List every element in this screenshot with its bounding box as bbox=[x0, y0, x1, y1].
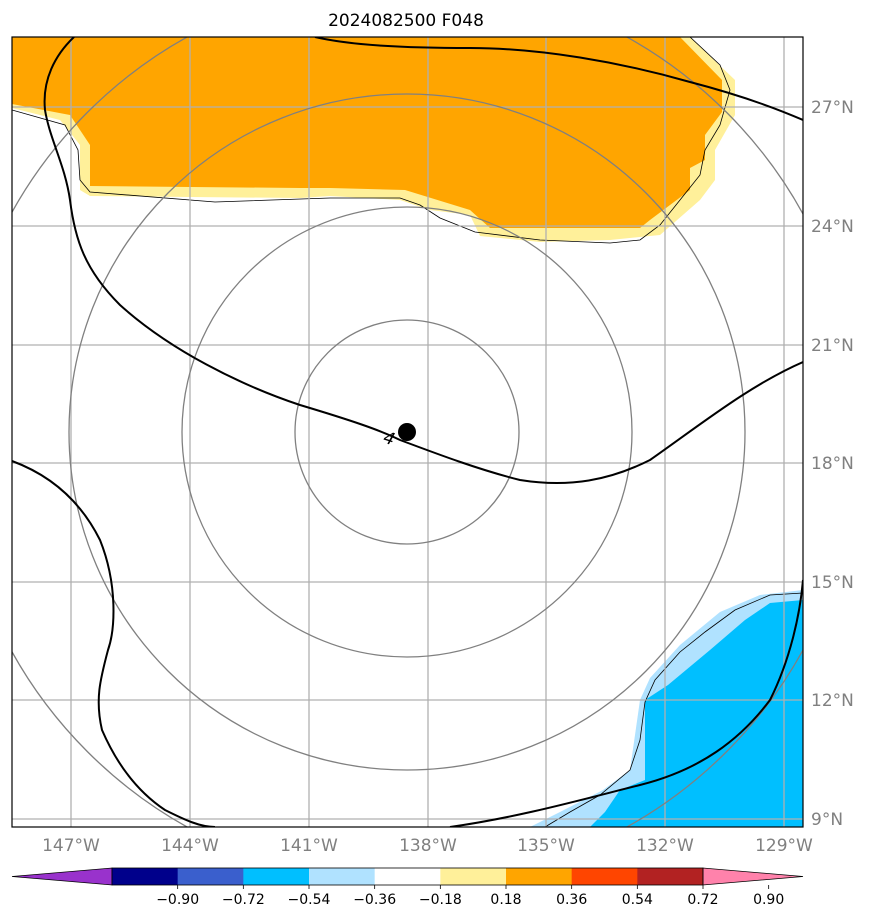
colorbar-segment bbox=[243, 868, 310, 885]
colorbar-segment bbox=[112, 868, 179, 885]
colorbar-frame bbox=[111, 867, 704, 886]
map-panel: 4 bbox=[12, 37, 803, 827]
colorbar-tick-label: 0.54 bbox=[622, 892, 653, 908]
gridlines bbox=[12, 37, 803, 827]
range-rings bbox=[12, 37, 803, 827]
colorbar-tick-label: 0.90 bbox=[753, 892, 784, 908]
range-ring bbox=[294, 319, 520, 545]
negative-anomaly-outline bbox=[544, 592, 803, 827]
colorbar-tick-label: −0.36 bbox=[353, 892, 396, 908]
positive-anomaly-region bbox=[12, 37, 722, 228]
map-frame bbox=[11, 36, 804, 828]
lat-tick-label: 15°N bbox=[811, 573, 854, 593]
lat-tick-label: 9°N bbox=[811, 810, 843, 830]
colorbar-tick-label: 0.36 bbox=[556, 892, 587, 908]
range-ring bbox=[181, 206, 633, 658]
lon-tick-label: 144°W bbox=[161, 836, 219, 856]
lon-tick-label: 132°W bbox=[636, 836, 694, 856]
colorbar-tick-label: 0.18 bbox=[490, 892, 521, 908]
colorbar-segment bbox=[374, 868, 441, 885]
lon-tick-label: 129°W bbox=[755, 836, 813, 856]
colorbar: −0.90 −0.72 −0.54 −0.36 −0.18 0.18 0.36 0.54 0.7… bbox=[11, 867, 804, 908]
colorbar-segment bbox=[309, 868, 376, 885]
contour-label: 4 bbox=[381, 428, 397, 450]
colorbar-tick-label: −0.18 bbox=[419, 892, 462, 908]
contour-line-north bbox=[314, 37, 803, 121]
map-title: 2024082500 F048 bbox=[328, 11, 484, 31]
lon-tick-label: 147°W bbox=[42, 836, 100, 856]
colorbar-segment bbox=[637, 868, 704, 885]
contour-lines bbox=[12, 37, 803, 827]
colorbar-segment bbox=[571, 868, 638, 885]
positive-anomaly-outline bbox=[12, 37, 731, 244]
contour-line-south bbox=[449, 579, 803, 827]
lon-tick-label: 141°W bbox=[280, 836, 338, 856]
lon-tick-label: 135°W bbox=[517, 836, 575, 856]
lat-tick-label: 21°N bbox=[811, 336, 854, 356]
lat-tick-label: 12°N bbox=[811, 691, 854, 711]
lon-tick-labels: 147°W 144°W 141°W 138°W 135°W 132°W 129°… bbox=[42, 836, 813, 856]
contour-line-main bbox=[43, 37, 803, 485]
colorbar-tick-label: 0.72 bbox=[687, 892, 718, 908]
lon-tick-label: 138°W bbox=[399, 836, 457, 856]
lat-tick-labels: 27°N 24°N 21°N 18°N 15°N 12°N 9°N bbox=[811, 98, 854, 830]
colorbar-tick-label: −0.72 bbox=[222, 892, 265, 908]
colorbar-tick-label: −0.90 bbox=[156, 892, 199, 908]
storm-center-marker bbox=[398, 423, 416, 441]
contour-line-west bbox=[12, 460, 216, 827]
lat-tick-label: 18°N bbox=[811, 454, 854, 474]
colorbar-extend-high bbox=[702, 867, 804, 886]
colorbar-segment bbox=[440, 868, 507, 885]
range-ring bbox=[68, 93, 746, 771]
colorbar-extend-low bbox=[11, 867, 113, 886]
colorbar-segment bbox=[177, 868, 244, 885]
colorbar-segment bbox=[506, 868, 573, 885]
lat-tick-label: 24°N bbox=[811, 217, 854, 237]
negative-anomaly-region bbox=[590, 600, 803, 827]
lat-tick-label: 27°N bbox=[811, 98, 854, 118]
colorbar-tick-label: −0.54 bbox=[288, 892, 331, 908]
